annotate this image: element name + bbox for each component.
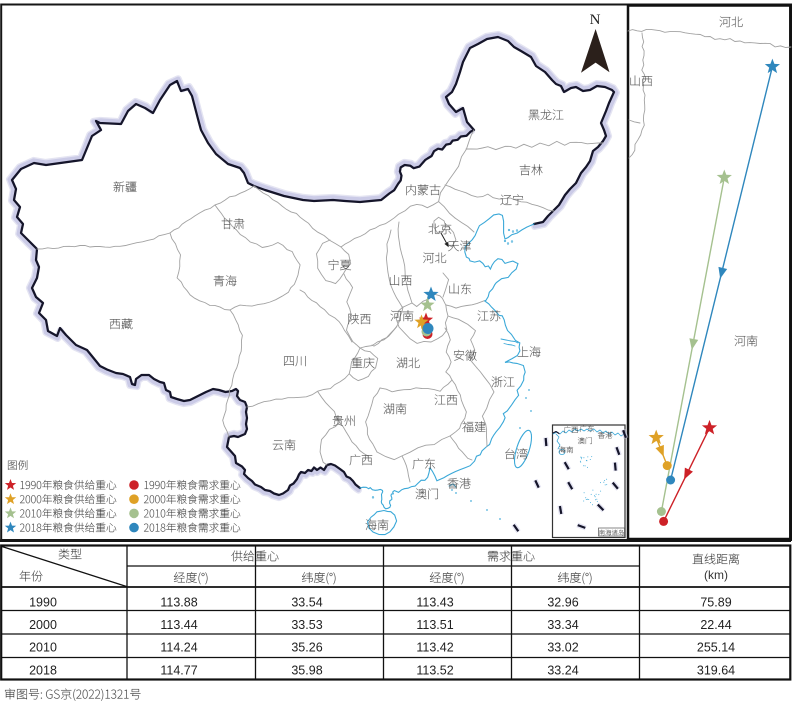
svg-text:35.26: 35.26 xyxy=(291,640,322,654)
svg-text:33.54: 33.54 xyxy=(291,595,322,609)
svg-text:33.24: 33.24 xyxy=(547,663,578,677)
svg-text:33.02: 33.02 xyxy=(547,640,578,654)
svg-text:114.24: 114.24 xyxy=(160,640,197,654)
svg-text:319.64: 319.64 xyxy=(697,663,735,677)
svg-text:33.53: 33.53 xyxy=(291,618,322,632)
svg-text:75.89: 75.89 xyxy=(700,595,731,609)
svg-text:33.34: 33.34 xyxy=(547,618,578,632)
svg-text:22.44: 22.44 xyxy=(700,618,731,632)
svg-text:114.77: 114.77 xyxy=(160,663,197,677)
svg-text:2018: 2018 xyxy=(29,663,57,677)
svg-text:113.42: 113.42 xyxy=(416,640,453,654)
svg-text:113.51: 113.51 xyxy=(416,618,453,632)
svg-text:113.44: 113.44 xyxy=(160,618,197,632)
svg-text:(km): (km) xyxy=(704,568,728,582)
svg-text:255.14: 255.14 xyxy=(697,640,735,654)
svg-text:N: N xyxy=(590,12,601,28)
svg-text:113.88: 113.88 xyxy=(160,595,197,609)
svg-text:32.96: 32.96 xyxy=(547,595,578,609)
svg-text:2010: 2010 xyxy=(29,640,57,654)
svg-text:113.52: 113.52 xyxy=(416,663,453,677)
svg-text:113.43: 113.43 xyxy=(416,595,453,609)
svg-text:35.98: 35.98 xyxy=(291,663,322,677)
svg-text:1990: 1990 xyxy=(29,595,57,609)
svg-text:2000: 2000 xyxy=(29,618,57,632)
